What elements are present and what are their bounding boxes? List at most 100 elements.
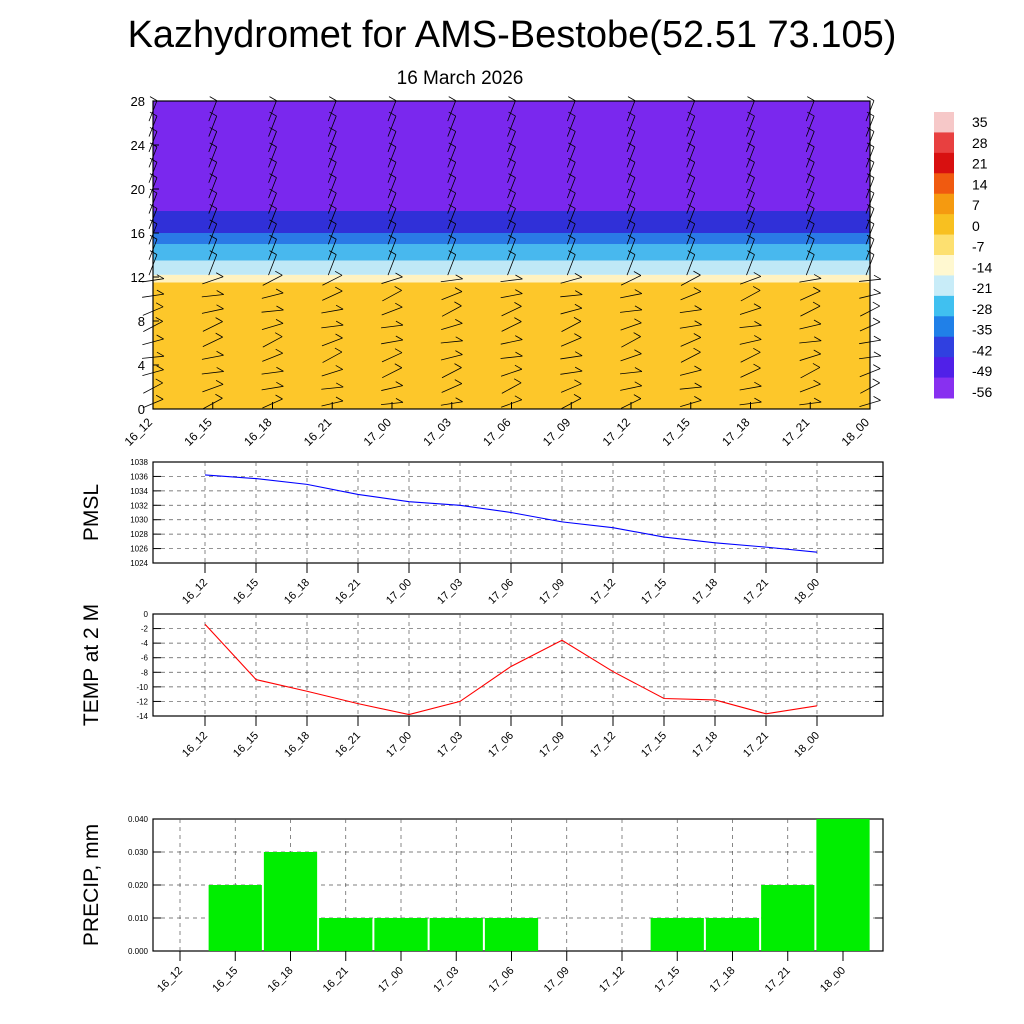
x-tick-label: 16_12 xyxy=(180,730,210,760)
wind-barb-flag xyxy=(448,157,456,163)
wind-barb-flag xyxy=(448,219,456,225)
wind-barb xyxy=(387,177,397,199)
wind-barb xyxy=(746,131,755,153)
wind-barb xyxy=(447,177,457,199)
colorbar-label: 7 xyxy=(972,197,980,213)
wind-barb-flag xyxy=(574,351,583,357)
wind-barb xyxy=(500,278,523,282)
wind-barb xyxy=(202,276,224,285)
wind-barb xyxy=(800,305,821,317)
colorbar-segment xyxy=(934,255,954,276)
wind-barb xyxy=(560,294,583,298)
wind-barb xyxy=(746,239,755,260)
wind-barb xyxy=(202,383,224,393)
colorbar-segment xyxy=(934,295,954,317)
wind-barb xyxy=(201,371,224,375)
wind-barb-flag xyxy=(807,173,815,178)
wind-barb-flag xyxy=(807,142,815,148)
x-tick-label: 16_21 xyxy=(333,577,363,607)
wind-barb xyxy=(447,162,457,183)
wind-barb xyxy=(447,131,457,153)
wind-barb-flag xyxy=(275,319,284,324)
wind-barb-flag xyxy=(693,287,702,292)
wind-barb-flag xyxy=(215,332,223,338)
y-tick-label: 24 xyxy=(131,138,145,153)
wind-barb xyxy=(686,146,696,168)
precip-bar xyxy=(705,918,760,951)
wind-barb-flag xyxy=(514,302,522,307)
wind-barb-flag xyxy=(454,379,463,385)
wind-barb-flag xyxy=(873,364,881,369)
colorbar-label: -7 xyxy=(972,239,985,255)
wind-barb-flag xyxy=(754,381,762,387)
wind-barb-flag xyxy=(269,157,277,163)
y-tick-label: 0.030 xyxy=(128,848,149,857)
x-tick-label: 17_06 xyxy=(486,577,516,607)
wind-barb xyxy=(500,339,523,345)
wind-barb xyxy=(440,340,463,344)
wind-barb-flag xyxy=(747,157,755,163)
x-tick-label: 17_09 xyxy=(542,965,572,995)
wind-barb-flag xyxy=(275,348,283,354)
precip-bar xyxy=(484,918,539,951)
wind-barb-flag xyxy=(574,273,583,278)
wind-barb-flag xyxy=(329,250,337,255)
wind-barb xyxy=(268,208,277,230)
wind-barb xyxy=(507,146,516,168)
wind-barb xyxy=(500,355,523,359)
wind-barb xyxy=(680,337,701,347)
x-tick-label: 18_00 xyxy=(818,965,848,995)
wind-barb-flag xyxy=(873,335,882,341)
x-tick-label: 17_21 xyxy=(741,577,771,607)
colorbar-label: -21 xyxy=(972,280,992,296)
wind-barb-flag xyxy=(694,396,702,401)
wind-barb xyxy=(208,192,218,214)
wind-barb xyxy=(679,324,702,329)
wind-barb xyxy=(799,383,821,393)
wind-barb-flag xyxy=(276,381,284,387)
wind-barb-flag xyxy=(752,286,761,291)
wind-barb xyxy=(327,223,337,245)
wind-barb-flag xyxy=(216,350,224,356)
wind-barb-flag xyxy=(634,318,642,324)
wind-barb-flag xyxy=(395,320,404,326)
wind-barb-flag xyxy=(568,157,576,163)
wind-barb xyxy=(202,336,223,348)
wind-barb xyxy=(746,100,755,122)
wind-barb-flag xyxy=(335,286,343,292)
wind-barb-flag xyxy=(574,290,583,295)
wind-barb-flag xyxy=(872,301,880,307)
wind-barb-flag xyxy=(634,349,642,355)
wind-barb xyxy=(387,115,397,137)
colorbar-segment xyxy=(934,275,954,297)
wind-barb-flag xyxy=(209,188,217,194)
wind-barb xyxy=(679,309,702,314)
wind-barb-flag xyxy=(747,127,755,132)
x-tick-label: 18_00 xyxy=(839,415,873,449)
wind-barb xyxy=(501,306,522,317)
colorbar-label: -42 xyxy=(972,342,992,358)
colorbar-segment xyxy=(934,193,954,215)
wind-barb-flag xyxy=(807,111,815,117)
wind-barb-flag xyxy=(568,234,576,240)
y-tick-label: -4 xyxy=(141,639,149,648)
wind-barb xyxy=(201,308,224,314)
x-tick-label: 17_18 xyxy=(719,415,753,449)
colorbar-label: 28 xyxy=(972,135,988,151)
wind-barb xyxy=(381,385,403,391)
wind-barb-flag xyxy=(508,204,516,209)
wind-barb xyxy=(387,223,397,245)
wind-barb-flag xyxy=(269,173,277,178)
wind-barb-flag xyxy=(388,111,397,117)
y-tick-label: 0.040 xyxy=(128,815,149,824)
wind-barb-flag xyxy=(448,127,456,132)
wind-barb-flag xyxy=(753,347,761,353)
wind-barb-flag xyxy=(873,288,881,294)
wind-barb-flag xyxy=(693,333,702,338)
wind-barb-flag xyxy=(807,250,815,255)
chart-title: Kazhydromet for AMS-Bestobe(52.51 73.105… xyxy=(127,14,897,56)
wind-barb-flag xyxy=(747,188,755,194)
x-tick-label: 17_15 xyxy=(639,577,669,607)
wind-barb xyxy=(680,274,701,286)
wind-barb-flag xyxy=(274,332,283,338)
